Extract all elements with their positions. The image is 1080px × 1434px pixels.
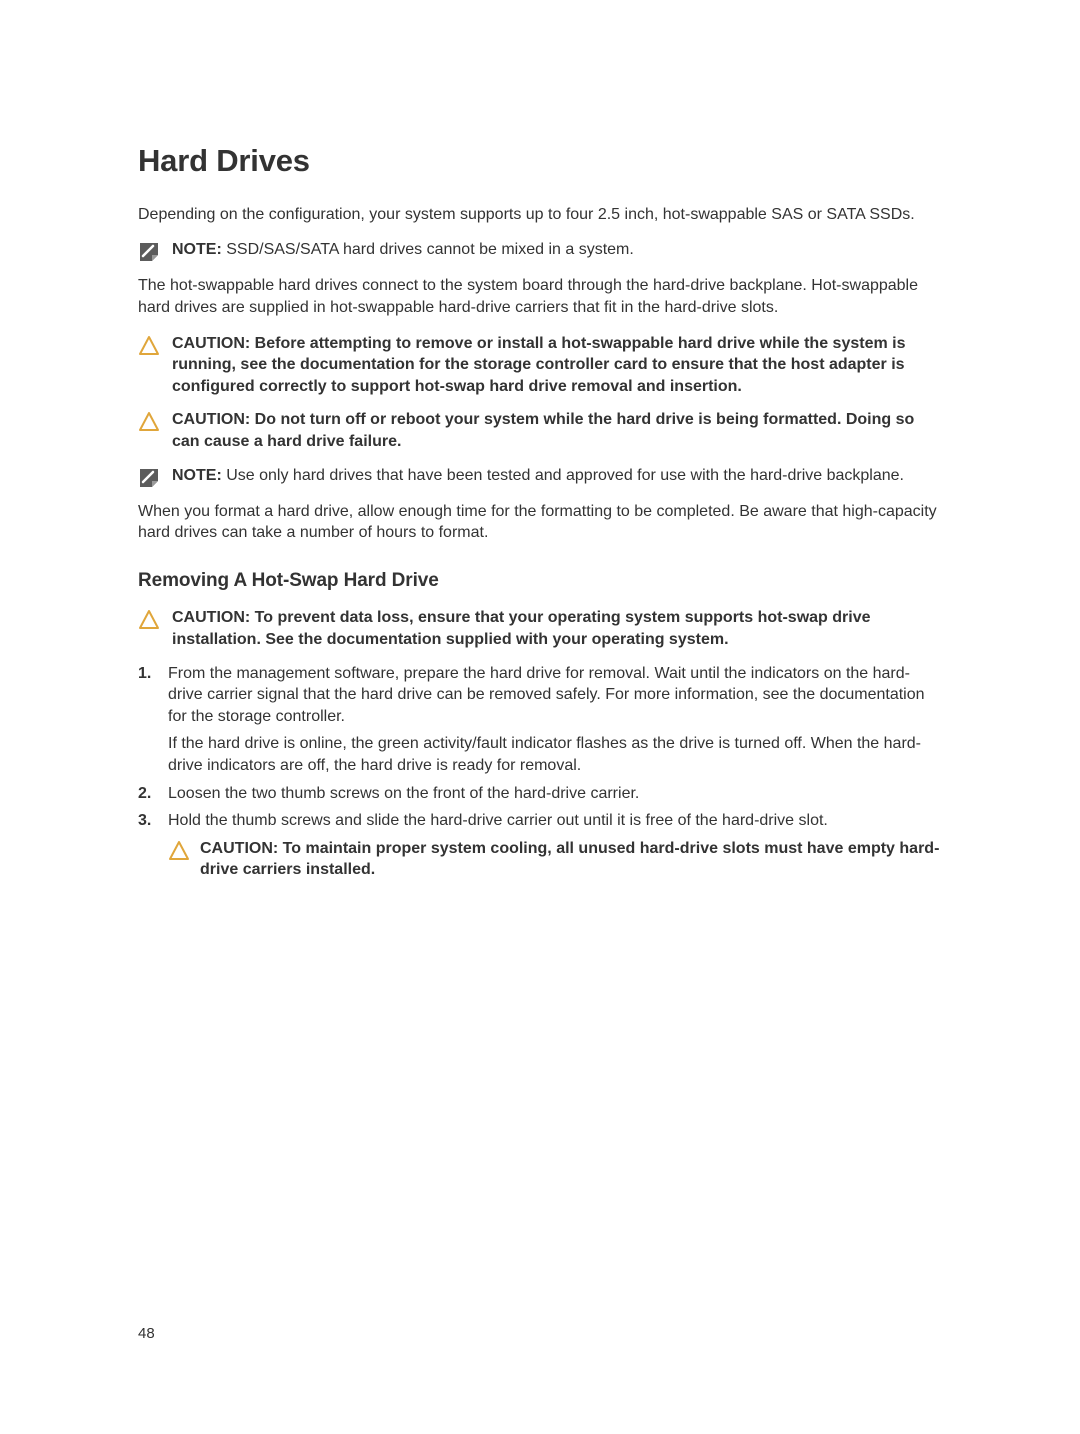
caution-icon [138, 411, 160, 433]
nested-caution: CAUTION: To maintain proper system cooli… [168, 838, 942, 881]
caution-icon [138, 335, 160, 357]
caution-2: CAUTION: Do not turn off or reboot your … [138, 409, 942, 452]
paragraph-2: The hot-swappable hard drives connect to… [138, 275, 942, 318]
note-text: Use only hard drives that have been test… [222, 467, 904, 484]
step-text: From the management software, prepare th… [168, 665, 925, 725]
page-title: Hard Drives [138, 140, 942, 182]
note-label: NOTE: [172, 467, 222, 484]
caution-text: To maintain proper system cooling, all u… [200, 840, 939, 879]
paragraph-3: When you format a hard drive, allow enou… [138, 501, 942, 544]
caution-icon [168, 840, 190, 862]
page-number: 48 [138, 1324, 155, 1344]
caution-text: Do not turn off or reboot your system wh… [172, 411, 914, 450]
caution-icon [138, 609, 160, 631]
caution-label: CAUTION: [172, 335, 250, 352]
intro-paragraph: Depending on the configuration, your sys… [138, 204, 942, 226]
list-item: Hold the thumb screws and slide the hard… [138, 810, 942, 881]
caution-label: CAUTION: [200, 840, 278, 857]
step-text: Loosen the two thumb screws on the front… [168, 785, 639, 802]
caution-text: To prevent data loss, ensure that your o… [172, 609, 871, 648]
caution-text: Before attempting to remove or install a… [172, 335, 905, 395]
step-text: Hold the thumb screws and slide the hard… [168, 812, 828, 829]
caution-1: CAUTION: Before attempting to remove or … [138, 333, 942, 398]
caution-label: CAUTION: [172, 609, 250, 626]
note-1: NOTE: SSD/SAS/SATA hard drives cannot be… [138, 239, 942, 263]
note-icon [138, 241, 160, 263]
note-text: SSD/SAS/SATA hard drives cannot be mixed… [222, 241, 634, 258]
note-icon [138, 467, 160, 489]
note-label: NOTE: [172, 241, 222, 258]
list-item: From the management software, prepare th… [138, 663, 942, 777]
caution-label: CAUTION: [172, 411, 250, 428]
list-item: Loosen the two thumb screws on the front… [138, 783, 942, 805]
steps-list: From the management software, prepare th… [138, 663, 942, 881]
note-2: NOTE: Use only hard drives that have bee… [138, 465, 942, 489]
section-heading: Removing A Hot-Swap Hard Drive [138, 568, 942, 594]
step-extra: If the hard drive is online, the green a… [168, 733, 942, 776]
caution-3: CAUTION: To prevent data loss, ensure th… [138, 607, 942, 650]
